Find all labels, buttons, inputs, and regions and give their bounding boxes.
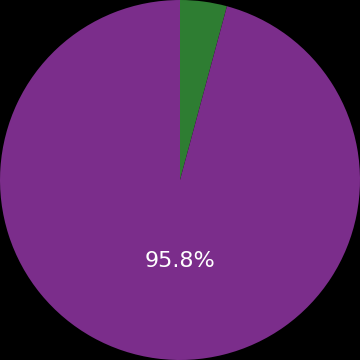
Wedge shape bbox=[180, 0, 227, 180]
Text: 95.8%: 95.8% bbox=[145, 251, 215, 271]
